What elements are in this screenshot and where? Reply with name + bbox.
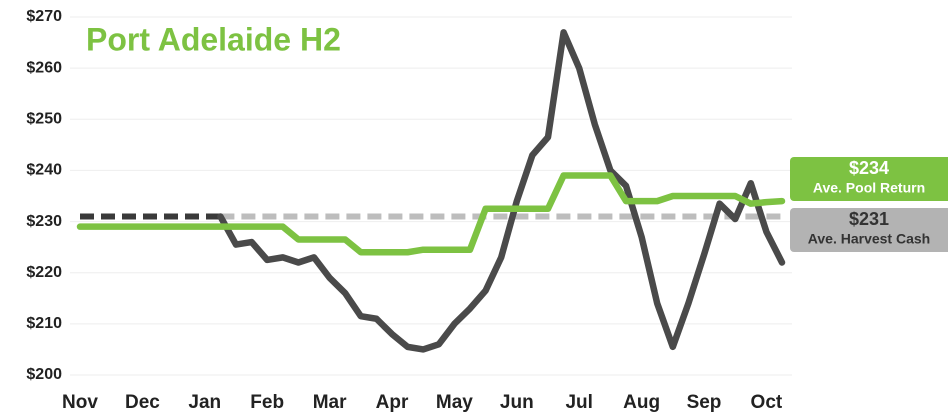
- x-tick-label: Jul: [565, 392, 592, 413]
- x-tick-label: Nov: [62, 392, 98, 413]
- x-tick-label: Dec: [125, 392, 160, 413]
- y-tick-label: $230: [26, 213, 62, 230]
- x-tick-label: Aug: [623, 392, 660, 413]
- y-tick-label: $220: [26, 264, 62, 281]
- series-line: [76, 172, 786, 256]
- y-tick-label: $260: [26, 59, 62, 76]
- end-label: $231 Ave. Harvest Cash: [790, 208, 948, 252]
- end-label-box: [790, 208, 948, 252]
- series-line: [217, 29, 786, 353]
- x-tick-label: Feb: [250, 392, 284, 413]
- end-label-name: Ave. Harvest Cash: [808, 231, 930, 247]
- end-label-box: [790, 157, 948, 201]
- x-tick-label: Apr: [376, 392, 409, 413]
- y-tick-label: $200: [26, 366, 62, 383]
- x-tick-label: Mar: [313, 392, 347, 413]
- x-tick-label: May: [436, 392, 473, 413]
- y-tick-label: $270: [26, 8, 62, 25]
- end-label-value: $234: [849, 158, 889, 178]
- end-label: $234 Ave. Pool Return: [790, 157, 948, 201]
- chart-title: Port Adelaide H2: [86, 21, 341, 57]
- end-label-value: $231: [849, 209, 889, 229]
- x-tick-label: Jan: [188, 392, 221, 413]
- x-tick-label: Oct: [751, 392, 783, 413]
- x-tick-label: Sep: [687, 392, 722, 413]
- y-tick-label: $210: [26, 315, 62, 332]
- y-tick-label: $240: [26, 162, 62, 179]
- y-tick-label: $250: [26, 111, 62, 128]
- end-label-name: Ave. Pool Return: [813, 180, 925, 196]
- x-tick-label: Jun: [500, 392, 534, 413]
